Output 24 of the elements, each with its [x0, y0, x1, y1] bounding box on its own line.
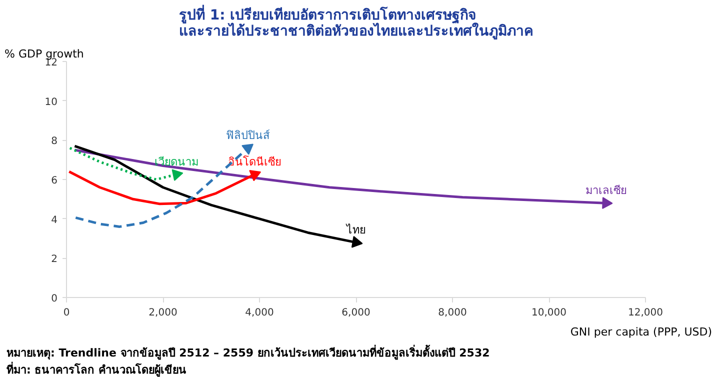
y-tick-label: 6: [51, 176, 58, 186]
x-axis-title: GNI per capita (PPP, USD): [570, 326, 712, 338]
y-tick-label: 4: [51, 214, 58, 226]
x-tick-label: 2,000: [148, 308, 178, 318]
text: หมายเหตุ: Trendline จากข้อมูลปี 2512 – 2559 ยกเว้นประเทศเวียดนามที่ข้อมูลเริ่มตั้งแต่ปี 2532: [6, 344, 490, 360]
series-label: อินโดนีเซีย: [228, 154, 282, 168]
x-tick-label: 8,000: [438, 308, 467, 318]
y-tick-label: 8: [51, 136, 58, 148]
series-label: ไทย: [346, 223, 366, 236]
series-label: มาเลเซีย: [585, 184, 626, 198]
text: ที่มา: ธนาคารโลก คำนวณโดยผู้เขียน: [6, 362, 187, 377]
series-label: เวียดนาม: [154, 155, 199, 168]
y-tick-label: 12: [44, 58, 58, 68]
series-label: ฟิลิปปินส์: [226, 129, 270, 142]
x-tick-label: 10,000: [532, 308, 567, 318]
y-tick-label: 2: [51, 254, 58, 266]
y-tick-label: 10: [44, 96, 58, 108]
x-tick-label: 6,000: [342, 308, 370, 318]
x-tick-label: 12,000: [628, 308, 664, 318]
y-axis-title: % GDP growth: [4, 48, 84, 60]
chart-title: รูปที่ 1: เปรียบเทียบอัตราการเติบโตทางเศรษฐกิจ และรายได้ประชาชาติต่อหัวของไทยและประเทศในภูมิภาค: [179, 4, 533, 40]
x-tick-label: 4,000: [245, 308, 274, 318]
x-tick-label: 0: [63, 308, 70, 318]
y-tick-label: 0: [51, 294, 58, 304]
